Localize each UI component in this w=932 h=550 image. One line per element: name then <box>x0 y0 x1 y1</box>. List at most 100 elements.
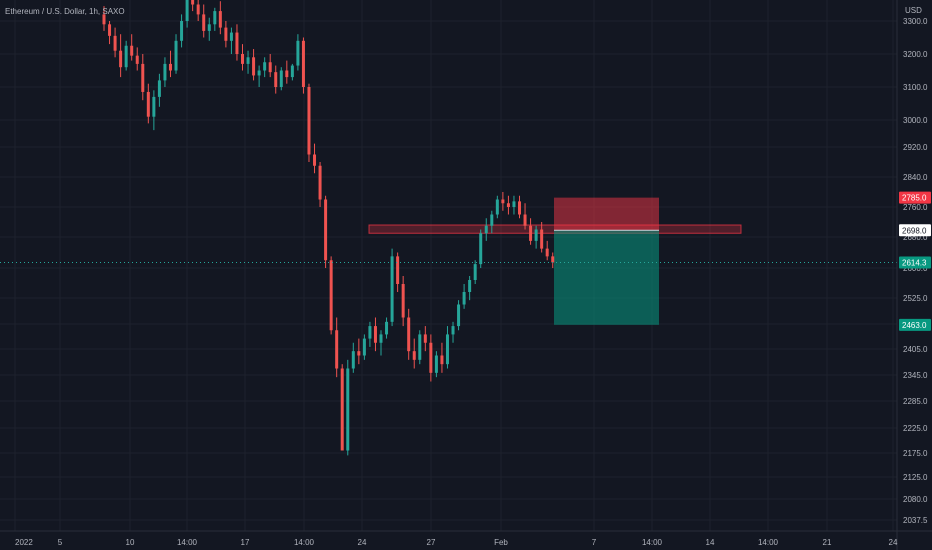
candle-body-down <box>146 91 150 117</box>
x-tick-label: 21 <box>823 538 832 547</box>
candle-body-up <box>512 201 516 207</box>
candle-body-up <box>468 280 472 292</box>
candle-body-down <box>119 50 123 68</box>
x-tick-label: 14 <box>706 538 715 547</box>
candle-body-up <box>473 264 477 280</box>
y-tick-label: 2175.0 <box>903 449 928 458</box>
candle-body-up <box>290 65 294 78</box>
y-tick-label: 2080.0 <box>903 495 928 504</box>
candle-body-down <box>407 317 411 352</box>
candle-body-up <box>257 70 261 76</box>
candle-body-down <box>396 256 400 284</box>
y-tick-label: 2920.0 <box>903 143 928 152</box>
candle-body-down <box>518 201 521 215</box>
price-tag-current-label: 2614.3 <box>902 258 927 267</box>
candle-body-down <box>313 154 317 166</box>
candle-body-down <box>108 24 112 36</box>
position-stop-zone <box>554 197 659 231</box>
candle-body-down <box>135 55 139 64</box>
candle-body-down <box>191 0 195 5</box>
candle-body-up <box>163 63 167 81</box>
candle-body-up <box>479 233 483 265</box>
candle-body-down <box>218 11 222 28</box>
y-tick-label: 2840.0 <box>903 173 928 182</box>
candle-body-down <box>501 199 505 204</box>
candle-body-up <box>174 40 178 71</box>
candle-body-up <box>451 326 455 335</box>
candle-body-down <box>318 165 322 200</box>
candle-body-up <box>351 351 355 369</box>
x-tick-label: 5 <box>58 538 63 547</box>
candle-body-up <box>124 45 128 68</box>
price-tag-target <box>899 318 931 331</box>
candle-body-down <box>202 14 206 31</box>
x-tick-label: 14:00 <box>294 538 315 547</box>
candle-body-down <box>130 45 134 56</box>
candle-body-up <box>418 334 422 360</box>
y-tick-label: 3000.0 <box>903 116 928 125</box>
candle-body-up <box>213 11 217 25</box>
candle-body-down <box>335 330 339 369</box>
candle-body-down <box>307 87 311 155</box>
y-tick-label: 3300.0 <box>903 17 928 26</box>
candle-body-up <box>385 321 389 335</box>
currency-label: USD <box>905 6 922 15</box>
candle-body-down <box>429 342 433 373</box>
x-tick-label: 17 <box>241 538 250 547</box>
y-tick-label: 2525.0 <box>903 294 928 303</box>
candle-body-up <box>296 40 300 66</box>
chart-title: Ethereum / U.S. Dollar, 1h, SAXO <box>5 7 125 16</box>
y-tick-label: 2037.5 <box>903 516 928 525</box>
price-tag-stop-label: 2785.0 <box>902 194 927 203</box>
candle-body-down <box>235 32 239 54</box>
candle-body-up <box>434 355 438 373</box>
candle-body-up <box>185 0 189 22</box>
x-tick-label: 2022 <box>15 538 33 547</box>
x-tick-label: Feb <box>494 538 508 547</box>
candle-body-up <box>279 70 283 87</box>
candle-body-down <box>324 199 328 261</box>
candle-body-down <box>196 4 200 15</box>
candle-body-down <box>529 225 533 241</box>
candle-body-up <box>462 292 466 305</box>
candle-body-down <box>357 351 361 356</box>
candle-body-up <box>263 62 267 71</box>
candle-body-down <box>268 62 272 73</box>
candle-body-down <box>373 326 377 343</box>
position-target-zone <box>554 230 659 325</box>
candle-body-down <box>329 260 333 331</box>
candle-body-down <box>506 203 510 207</box>
candle-body-down <box>252 57 256 76</box>
candle-body-up <box>362 338 366 356</box>
candle-body-down <box>285 70 289 78</box>
candle-body-up <box>534 229 538 241</box>
x-tick-label: 27 <box>427 538 436 547</box>
candle-body-down <box>412 351 416 360</box>
candle-body-up <box>379 334 383 343</box>
x-tick-label: 14:00 <box>642 538 663 547</box>
candle-body-up <box>246 57 250 64</box>
candle-body-up <box>229 32 233 41</box>
candle-body-up <box>490 214 494 226</box>
candle-body-down <box>224 27 228 41</box>
candle-body-down <box>340 368 344 451</box>
y-tick-label: 3100.0 <box>903 83 928 92</box>
x-tick-label: 10 <box>126 538 135 547</box>
price-tag-stop <box>899 191 931 204</box>
candle-body-down <box>274 72 278 87</box>
y-tick-label: 3200.0 <box>903 50 928 59</box>
candle-body-up <box>207 24 211 31</box>
candle-body-up <box>157 80 161 97</box>
x-tick-label: 24 <box>889 538 898 547</box>
candle-body-down <box>540 229 544 249</box>
candle-body-up <box>152 96 156 117</box>
price-tag-entry-label: 2698.0 <box>902 226 927 235</box>
candle-body-up <box>445 334 449 365</box>
candle-body-down <box>401 284 405 318</box>
candle-body-up <box>368 326 372 339</box>
candle-body-up <box>457 304 461 327</box>
candle-body-down <box>168 63 172 71</box>
